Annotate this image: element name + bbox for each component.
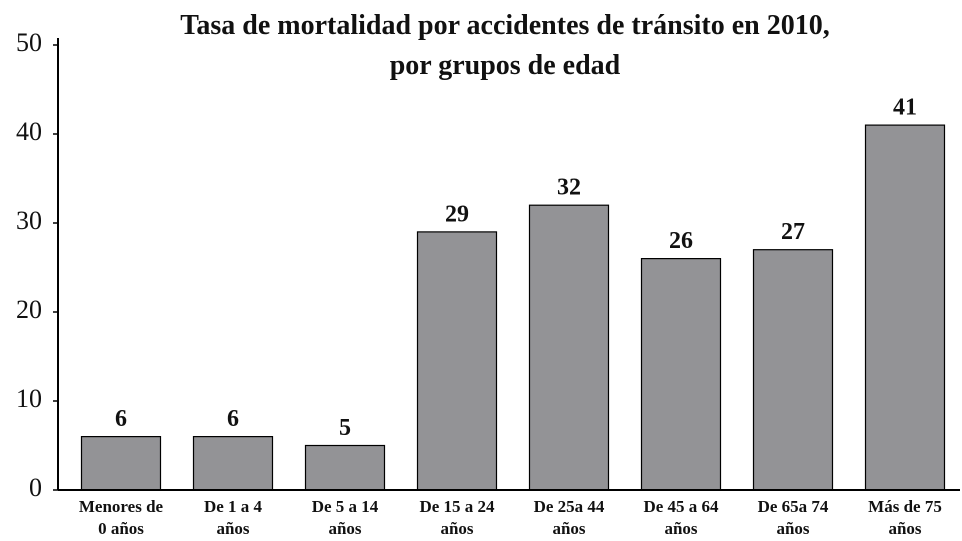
- value-label: 41: [893, 95, 917, 121]
- x-tick-label: De 45 a 64 años: [643, 497, 719, 538]
- value-label: 5: [339, 415, 351, 441]
- bar: [304, 444, 386, 491]
- y-tick-label: 40: [16, 117, 42, 146]
- bar: [752, 249, 834, 491]
- value-label: 32: [557, 175, 581, 201]
- x-tick-label: De 65a 74 años: [758, 497, 829, 538]
- bar: [640, 258, 722, 491]
- bar: [192, 436, 274, 491]
- y-tick-label: 30: [16, 206, 42, 235]
- x-tick-label: De 15 a 24 años: [419, 497, 495, 538]
- x-tick-label: De 25a 44 años: [534, 497, 605, 538]
- x-tick-label: Menores de 0 años: [79, 497, 164, 538]
- value-label: 6: [115, 406, 127, 432]
- value-label: 26: [669, 228, 693, 254]
- bar: [864, 124, 946, 491]
- bar: [80, 436, 162, 491]
- x-tick-label: De 1 a 4 años: [204, 497, 263, 538]
- x-tick-label: De 5 a 14 años: [312, 497, 379, 538]
- y-tick-label: 10: [16, 384, 42, 413]
- chart-title: Tasa de mortalidad por accidentes de trá…: [180, 10, 829, 81]
- y-tick-label: 50: [16, 28, 42, 57]
- value-label: 6: [227, 406, 239, 432]
- y-tick-label: 0: [29, 473, 42, 502]
- y-tick-label: 20: [16, 295, 42, 324]
- bar: [528, 204, 610, 491]
- bar: [416, 231, 498, 491]
- x-tick-label: Más de 75 años: [868, 497, 942, 538]
- value-label: 29: [445, 201, 469, 227]
- value-label: 27: [781, 219, 805, 245]
